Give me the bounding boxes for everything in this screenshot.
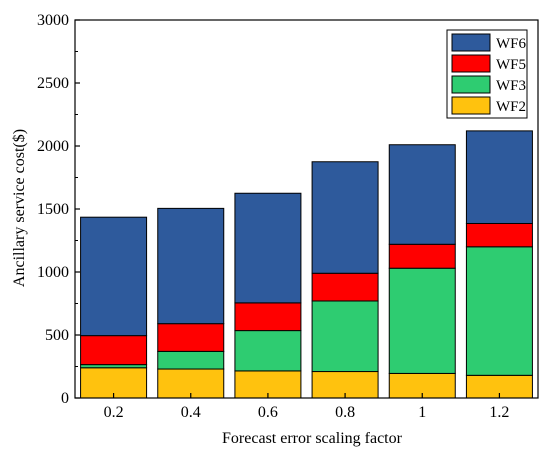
- bar-wf3-0.6: [234, 330, 302, 372]
- bar-wf6-0.6: [234, 192, 302, 304]
- bars-group: [80, 130, 533, 399]
- x-axis-title: Forecast error scaling factor: [222, 430, 403, 447]
- x-tick-label-0.4: 0.4: [181, 404, 201, 421]
- y-tick-label-3000: 3000: [37, 12, 69, 29]
- y-tick-label-0: 0: [61, 390, 69, 407]
- axes-group: 0 500 1000 1500 2000 2500 3000 0.2 0.4 0.6 0.8 1 1.2: [37, 12, 539, 421]
- bar-wf6-0.4: [157, 207, 225, 325]
- legend-swatch-wf2: [451, 96, 491, 115]
- bar-wf5-1.2: [465, 222, 533, 248]
- legend: WF6 WF5 WF3 WF2: [446, 29, 528, 119]
- x-tick-label-1: 1: [418, 404, 426, 421]
- bar-wf3-0.4: [157, 350, 225, 370]
- bar-wf5-1: [388, 243, 456, 269]
- y-tick-label-1000: 1000: [37, 264, 69, 281]
- y-tick-label-500: 500: [45, 327, 69, 344]
- bar-wf6-1: [388, 144, 456, 245]
- legend-label-wf5: WF5: [496, 57, 526, 73]
- bar-wf3-0.8: [311, 300, 379, 373]
- legend-label-wf3: WF3: [496, 78, 526, 94]
- legend-swatch-wf5: [451, 54, 491, 73]
- legend-swatch-wf3: [451, 75, 491, 94]
- bar-wf6-1.2: [465, 130, 533, 224]
- bar-wf5-0.8: [311, 272, 379, 302]
- bar-wf2-0.2: [80, 367, 148, 399]
- y-tick-label-2000: 2000: [37, 138, 69, 155]
- legend-label-wf6: WF6: [496, 36, 527, 52]
- y-axis-title: Ancillary service cost($): [11, 129, 28, 287]
- x-tick-label-1.2: 1.2: [489, 404, 509, 421]
- bar-wf6-0.8: [311, 161, 379, 274]
- bar-wf3-1.2: [465, 246, 533, 376]
- x-tick-label-0.2: 0.2: [104, 404, 124, 421]
- bar-wf6-0.2: [80, 216, 148, 337]
- bar-wf5-0.6: [234, 302, 302, 332]
- bar-wf3-1: [388, 267, 456, 374]
- legend-label-wf2: WF2: [496, 99, 526, 115]
- x-tick-label-0.8: 0.8: [335, 404, 355, 421]
- y-tick-label-2500: 2500: [37, 75, 69, 92]
- x-tick-label-0.6: 0.6: [258, 404, 278, 421]
- bar-wf5-0.2: [80, 335, 148, 366]
- bar-wf5-0.4: [157, 323, 225, 352]
- legend-swatch-wf6: [451, 33, 491, 52]
- y-tick-label-1500: 1500: [37, 201, 69, 218]
